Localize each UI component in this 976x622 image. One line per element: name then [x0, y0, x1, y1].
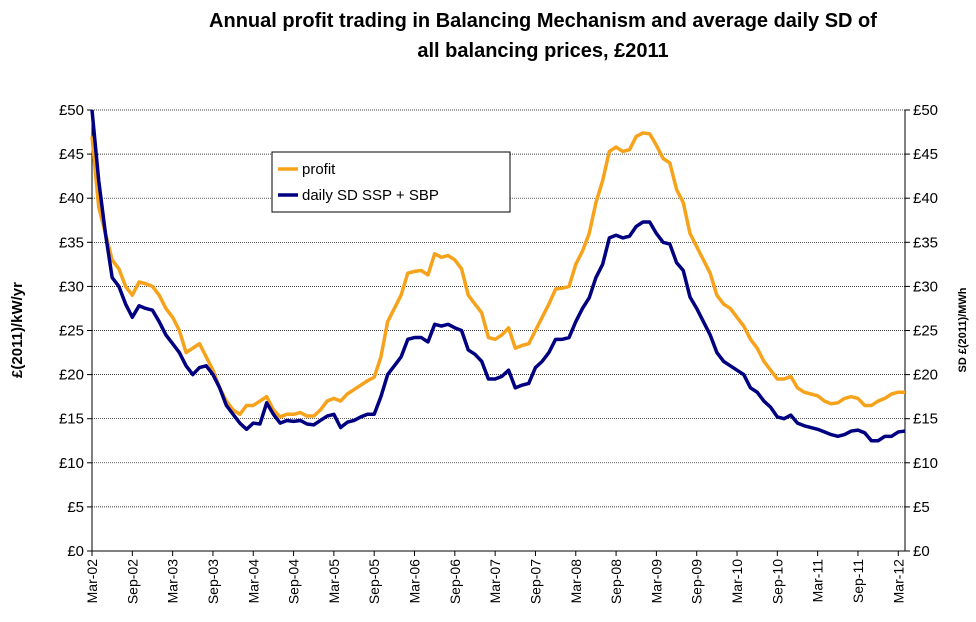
- legend-box: [271, 151, 511, 213]
- y2-tick-label: £15: [913, 411, 938, 428]
- y2-tick-label: £10: [913, 455, 938, 472]
- x-tick-label: Mar-05: [326, 559, 342, 604]
- y2-tick-label: £0: [913, 543, 930, 560]
- x-tick-label: Sep-07: [527, 559, 543, 604]
- x-tick-label: Sep-10: [769, 559, 785, 604]
- x-tick-label: Sep-05: [366, 559, 382, 604]
- y2-axis-label: SD £(2011)/MWh: [957, 287, 969, 372]
- x-tick-label: Mar-11: [810, 559, 826, 603]
- y-tick-label: £40: [59, 190, 84, 207]
- x-tick-label: Mar-07: [487, 559, 503, 604]
- y2-tick-label: £50: [913, 102, 938, 119]
- y2-tick-label: £30: [913, 278, 938, 295]
- y-tick-label: £10: [59, 455, 84, 472]
- y-tick-label: £50: [59, 102, 84, 119]
- x-tick-label: Mar-06: [407, 559, 423, 604]
- x-tick-label: Sep-06: [447, 559, 463, 604]
- chart-title: Annual profit trading in Balancing Mecha…: [209, 10, 877, 62]
- y-tick-label: £30: [59, 278, 84, 295]
- x-tick-label: Sep-04: [286, 559, 302, 604]
- y-tick-label: £0: [67, 543, 84, 560]
- x-tick-label: Mar-02: [84, 559, 100, 604]
- y-tick-label: £35: [59, 234, 84, 251]
- x-tick-label: Mar-09: [648, 559, 664, 604]
- y2-tick-label: £40: [913, 190, 938, 207]
- y-tick-label: £25: [59, 323, 84, 340]
- y2-tick-label: £45: [913, 146, 938, 163]
- y2-tick-label: £25: [913, 323, 938, 340]
- x-tick-label: Sep-03: [205, 559, 221, 604]
- x-tick-label: Sep-09: [689, 559, 705, 604]
- x-tick-label: Mar-03: [165, 559, 181, 604]
- y-axis-label: £(2011)/kW/yr: [9, 282, 26, 378]
- line-series: [90, 131, 905, 419]
- legend-label: profit: [302, 161, 336, 178]
- y-tick-label: £5: [67, 499, 84, 516]
- y-tick-label: £20: [59, 367, 84, 384]
- x-tick-label: Sep-08: [608, 559, 624, 604]
- y2-tick-label: £5: [913, 499, 930, 516]
- line-series: [90, 109, 906, 443]
- x-tick-label: Sep-11: [850, 559, 866, 603]
- y-tick-label: £45: [59, 146, 84, 163]
- legend-label: daily SD SSP + SBP: [302, 187, 439, 204]
- y2-tick-label: £35: [913, 234, 938, 251]
- y2-tick-label: £20: [913, 367, 938, 384]
- x-tick-label: Sep-02: [124, 559, 140, 604]
- x-tick-label: Mar-04: [245, 559, 261, 604]
- x-tick-label: Mar-12: [890, 559, 906, 604]
- y-tick-label: £15: [59, 411, 84, 428]
- x-tick-label: Mar-08: [568, 559, 584, 604]
- x-tick-label: Mar-10: [729, 559, 745, 604]
